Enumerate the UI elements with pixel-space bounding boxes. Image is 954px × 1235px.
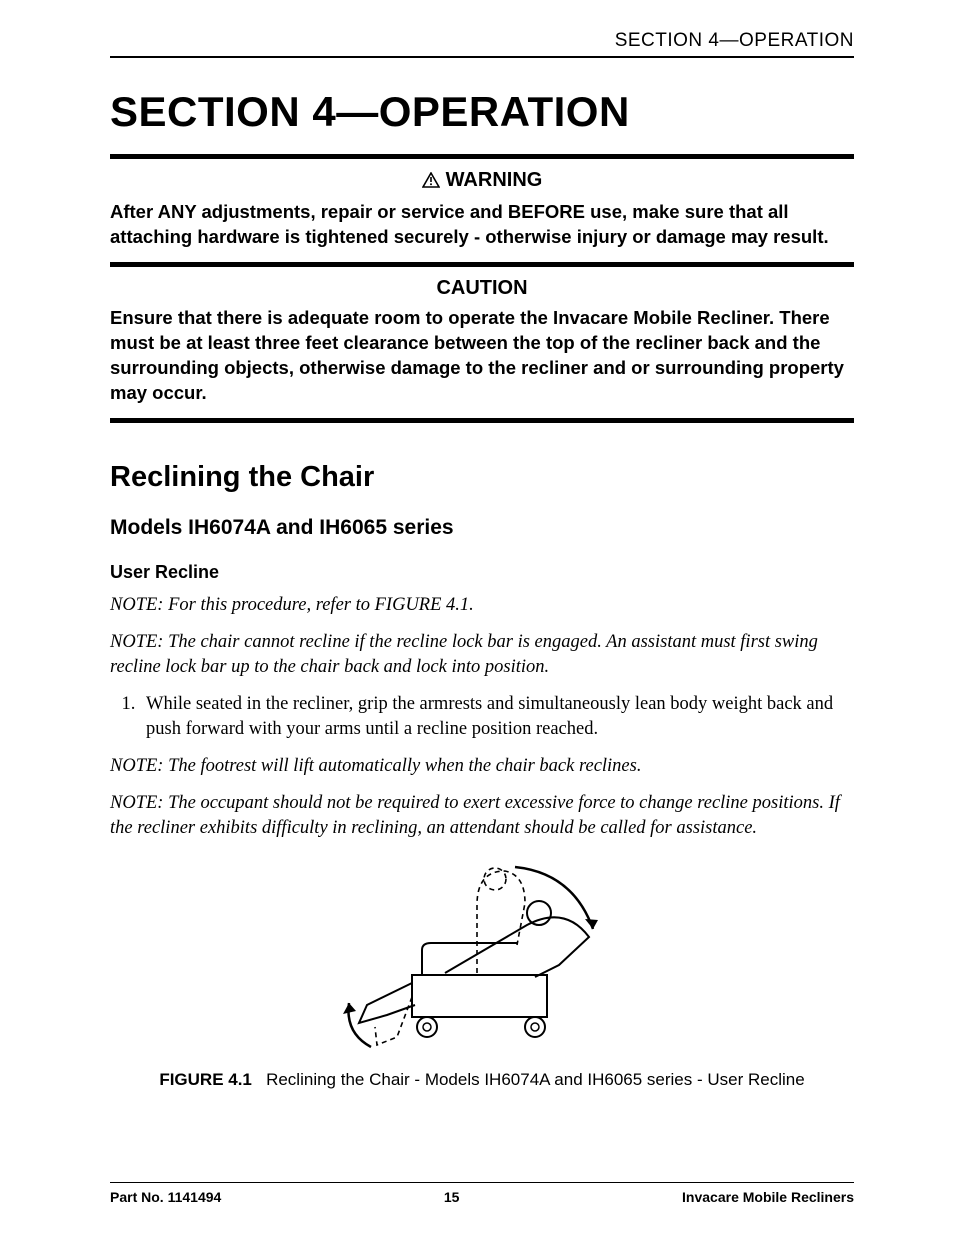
warning-triangle-icon <box>422 171 440 194</box>
step-1: While seated in the recliner, grip the a… <box>140 692 854 742</box>
rule-top-warning <box>110 154 854 159</box>
note-4: NOTE: The occupant should not be require… <box>110 791 854 841</box>
note-2: NOTE: The chair cannot recline if the re… <box>110 630 854 680</box>
warning-body: After ANY adjustments, repair or service… <box>110 200 854 250</box>
note-1: NOTE: For this procedure, refer to FIGUR… <box>110 593 854 618</box>
footer-part-no: Part No. 1141494 <box>110 1189 221 1205</box>
footer-product: Invacare Mobile Recliners <box>682 1189 854 1205</box>
warning-heading-text: WARNING <box>446 169 543 191</box>
rule-bottom-caution <box>110 418 854 423</box>
figure-caption-text: Reclining the Chair - Models IH6074A and… <box>266 1070 805 1089</box>
section-title: SECTION 4—OPERATION <box>110 88 854 136</box>
figure-caption: FIGURE 4.1 Reclining the Chair - Models … <box>110 1070 854 1090</box>
page-footer: Part No. 1141494 15 Invacare Mobile Recl… <box>110 1182 854 1205</box>
figure-label: FIGURE 4.1 <box>159 1070 252 1089</box>
caution-heading: CAUTION <box>110 277 854 300</box>
heading-user-recline: User Recline <box>110 562 854 583</box>
rule-bottom-warning <box>110 262 854 267</box>
page: SECTION 4—OPERATION SECTION 4—OPERATION … <box>0 0 954 1235</box>
caution-body: Ensure that there is adequate room to op… <box>110 306 854 406</box>
note-3: NOTE: The footrest will lift automatical… <box>110 754 854 779</box>
recliner-diagram-icon <box>327 855 637 1055</box>
figure-4-1: FIGURE 4.1 Reclining the Chair - Models … <box>110 855 854 1090</box>
heading-models: Models IH6074A and IH6065 series <box>110 516 854 540</box>
footer-page-number: 15 <box>444 1189 460 1205</box>
running-head: SECTION 4—OPERATION <box>110 30 854 58</box>
warning-heading: WARNING <box>110 169 854 194</box>
step-list: While seated in the recliner, grip the a… <box>110 692 854 742</box>
heading-reclining: Reclining the Chair <box>110 461 854 494</box>
